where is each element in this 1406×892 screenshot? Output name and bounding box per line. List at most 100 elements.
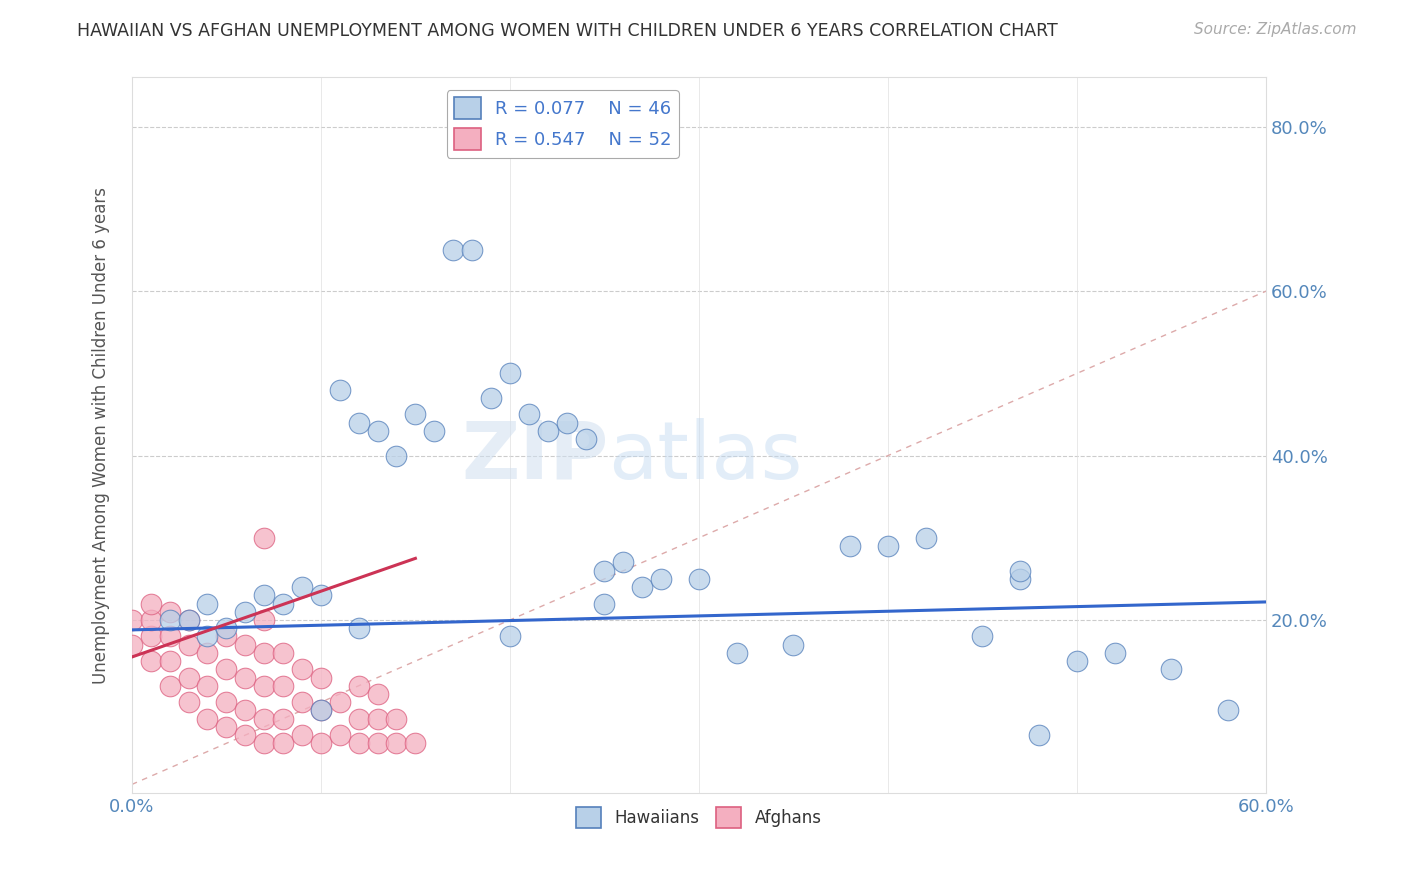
Point (197, 679, 219, 693)
Point (782, 638, 804, 652)
Point (253, 588, 276, 602)
Point (253, 736, 276, 750)
Point (271, 597, 294, 611)
Point (839, 539, 862, 553)
Point (688, 572, 710, 586)
Point (139, 654, 162, 668)
Point (233, 638, 256, 652)
Point (197, 630, 219, 644)
Point (177, 613, 200, 627)
Point (253, 712, 276, 726)
Point (139, 630, 162, 644)
Point (309, 703, 332, 717)
Point (367, 687, 389, 701)
Point (139, 613, 162, 627)
Point (1104, 646, 1126, 660)
Point (253, 613, 276, 627)
Point (309, 703, 332, 717)
Point (215, 695, 238, 709)
Point (574, 432, 596, 446)
Text: Source: ZipAtlas.com: Source: ZipAtlas.com (1194, 22, 1357, 37)
Point (725, 646, 748, 660)
Point (291, 695, 314, 709)
Point (197, 712, 219, 726)
Point (215, 630, 238, 644)
Point (972, 630, 994, 644)
Point (1010, 572, 1032, 586)
Point (517, 408, 540, 422)
Text: atlas: atlas (609, 417, 803, 495)
Point (593, 564, 616, 578)
Point (121, 613, 143, 627)
Point (253, 679, 276, 693)
Point (271, 736, 294, 750)
Point (159, 630, 181, 644)
Point (159, 654, 181, 668)
Point (1218, 703, 1240, 717)
Point (593, 597, 616, 611)
Point (367, 736, 389, 750)
Point (159, 679, 181, 693)
Point (177, 613, 200, 627)
Point (367, 712, 389, 726)
Point (271, 679, 294, 693)
Point (461, 243, 484, 257)
Text: HAWAIIAN VS AFGHAN UNEMPLOYMENT AMONG WOMEN WITH CHILDREN UNDER 6 YEARS CORRELAT: HAWAIIAN VS AFGHAN UNEMPLOYMENT AMONG WO… (77, 22, 1059, 40)
Point (291, 662, 314, 676)
Point (367, 424, 389, 438)
Point (309, 588, 332, 602)
Point (877, 539, 900, 553)
Point (329, 695, 352, 709)
Point (914, 531, 936, 545)
Point (479, 391, 502, 405)
Point (441, 243, 464, 257)
Point (537, 424, 560, 438)
Point (215, 621, 238, 635)
Point (159, 605, 181, 619)
Legend: Hawaiians, Afghans: Hawaiians, Afghans (569, 801, 828, 834)
Point (159, 613, 181, 627)
Point (1028, 728, 1050, 742)
Point (197, 646, 219, 660)
Point (423, 424, 446, 438)
Point (177, 638, 200, 652)
Text: ZIP: ZIP (461, 417, 609, 495)
Point (197, 597, 219, 611)
Point (271, 712, 294, 726)
Point (177, 695, 200, 709)
Point (347, 712, 370, 726)
Point (347, 621, 370, 635)
Point (121, 638, 143, 652)
Point (233, 605, 256, 619)
Point (385, 736, 408, 750)
Point (253, 531, 276, 545)
Point (385, 449, 408, 463)
Point (555, 416, 578, 430)
Point (291, 580, 314, 594)
Point (499, 630, 522, 644)
Point (291, 728, 314, 742)
Point (233, 728, 256, 742)
Point (309, 671, 332, 685)
Point (1010, 564, 1032, 578)
Point (233, 671, 256, 685)
Point (139, 597, 162, 611)
Point (329, 728, 352, 742)
Point (309, 736, 332, 750)
Point (253, 646, 276, 660)
Point (404, 408, 426, 422)
Point (329, 383, 352, 397)
Point (1160, 662, 1182, 676)
Point (650, 572, 672, 586)
Point (347, 736, 370, 750)
Point (385, 712, 408, 726)
Point (347, 416, 370, 430)
Point (612, 556, 634, 570)
Point (499, 367, 522, 381)
Point (271, 646, 294, 660)
Point (233, 703, 256, 717)
Point (177, 671, 200, 685)
Y-axis label: Unemployment Among Women with Children Under 6 years: Unemployment Among Women with Children U… (93, 186, 110, 683)
Point (1066, 654, 1088, 668)
Point (215, 720, 238, 734)
